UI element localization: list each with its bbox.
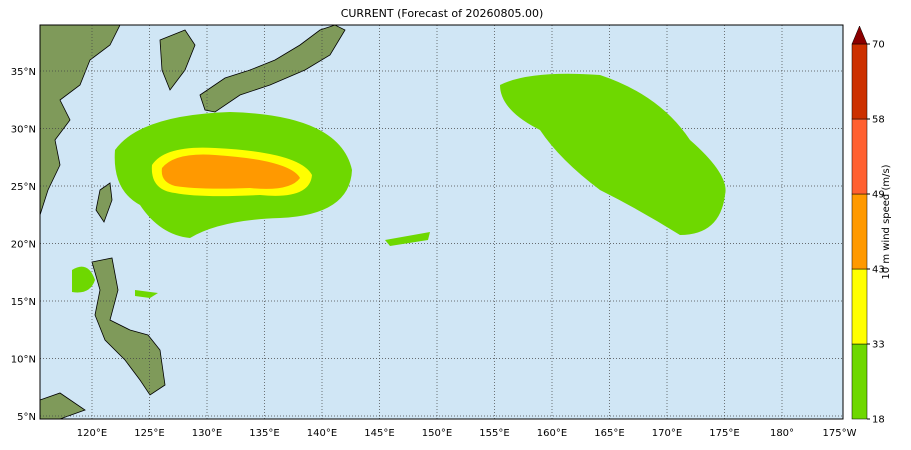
lon-label: 180° [770, 428, 794, 439]
lon-label: 165°E [594, 428, 624, 439]
lat-label: 5°N [17, 412, 36, 423]
lon-label: 175°W [823, 428, 857, 439]
lat-label: 25°N [11, 182, 36, 193]
lon-label: 135°E [249, 428, 279, 439]
colorbar-tick-label: 70 [872, 40, 885, 51]
lon-label: 140°E [307, 428, 337, 439]
lon-label: 150°E [422, 428, 452, 439]
colorbar-segment [851, 118, 868, 195]
lon-label: 120°E [77, 428, 107, 439]
colorbar-segment [851, 193, 868, 270]
colorbar-tick-label: 49 [872, 190, 885, 201]
colorbar-tick-label: 58 [872, 115, 885, 126]
lat-label: 15°N [11, 297, 36, 308]
map-frame [39, 24, 844, 420]
colorbar-label: 10 m wind speed (m/s) [881, 164, 892, 279]
land [39, 24, 346, 420]
lat-label: 35°N [11, 67, 36, 78]
wind-field [72, 73, 726, 298]
lat-label: 20°N [11, 240, 36, 251]
lon-label: 155°E [479, 428, 509, 439]
colorbar-tick-label: 33 [872, 340, 885, 351]
title: CURRENT (Forecast of 20260805.00) [341, 7, 544, 20]
colorbar-tick-label: 18 [872, 415, 885, 426]
lon-label: 145°E [364, 428, 394, 439]
lon-label: 125°E [134, 428, 164, 439]
lon-label: 175°E [709, 428, 739, 439]
colorbar-segment [851, 343, 868, 420]
lat-label: 30°N [11, 125, 36, 136]
colorbar-extend [851, 25, 868, 45]
lon-label: 170°E [652, 428, 682, 439]
lon-label: 160°E [537, 428, 567, 439]
colorbar-tick-label: 43 [872, 265, 885, 276]
lon-label: 130°E [192, 428, 222, 439]
colorbar-segment [851, 268, 868, 345]
colorbar-segment [851, 43, 868, 120]
lat-label: 10°N [11, 355, 36, 366]
